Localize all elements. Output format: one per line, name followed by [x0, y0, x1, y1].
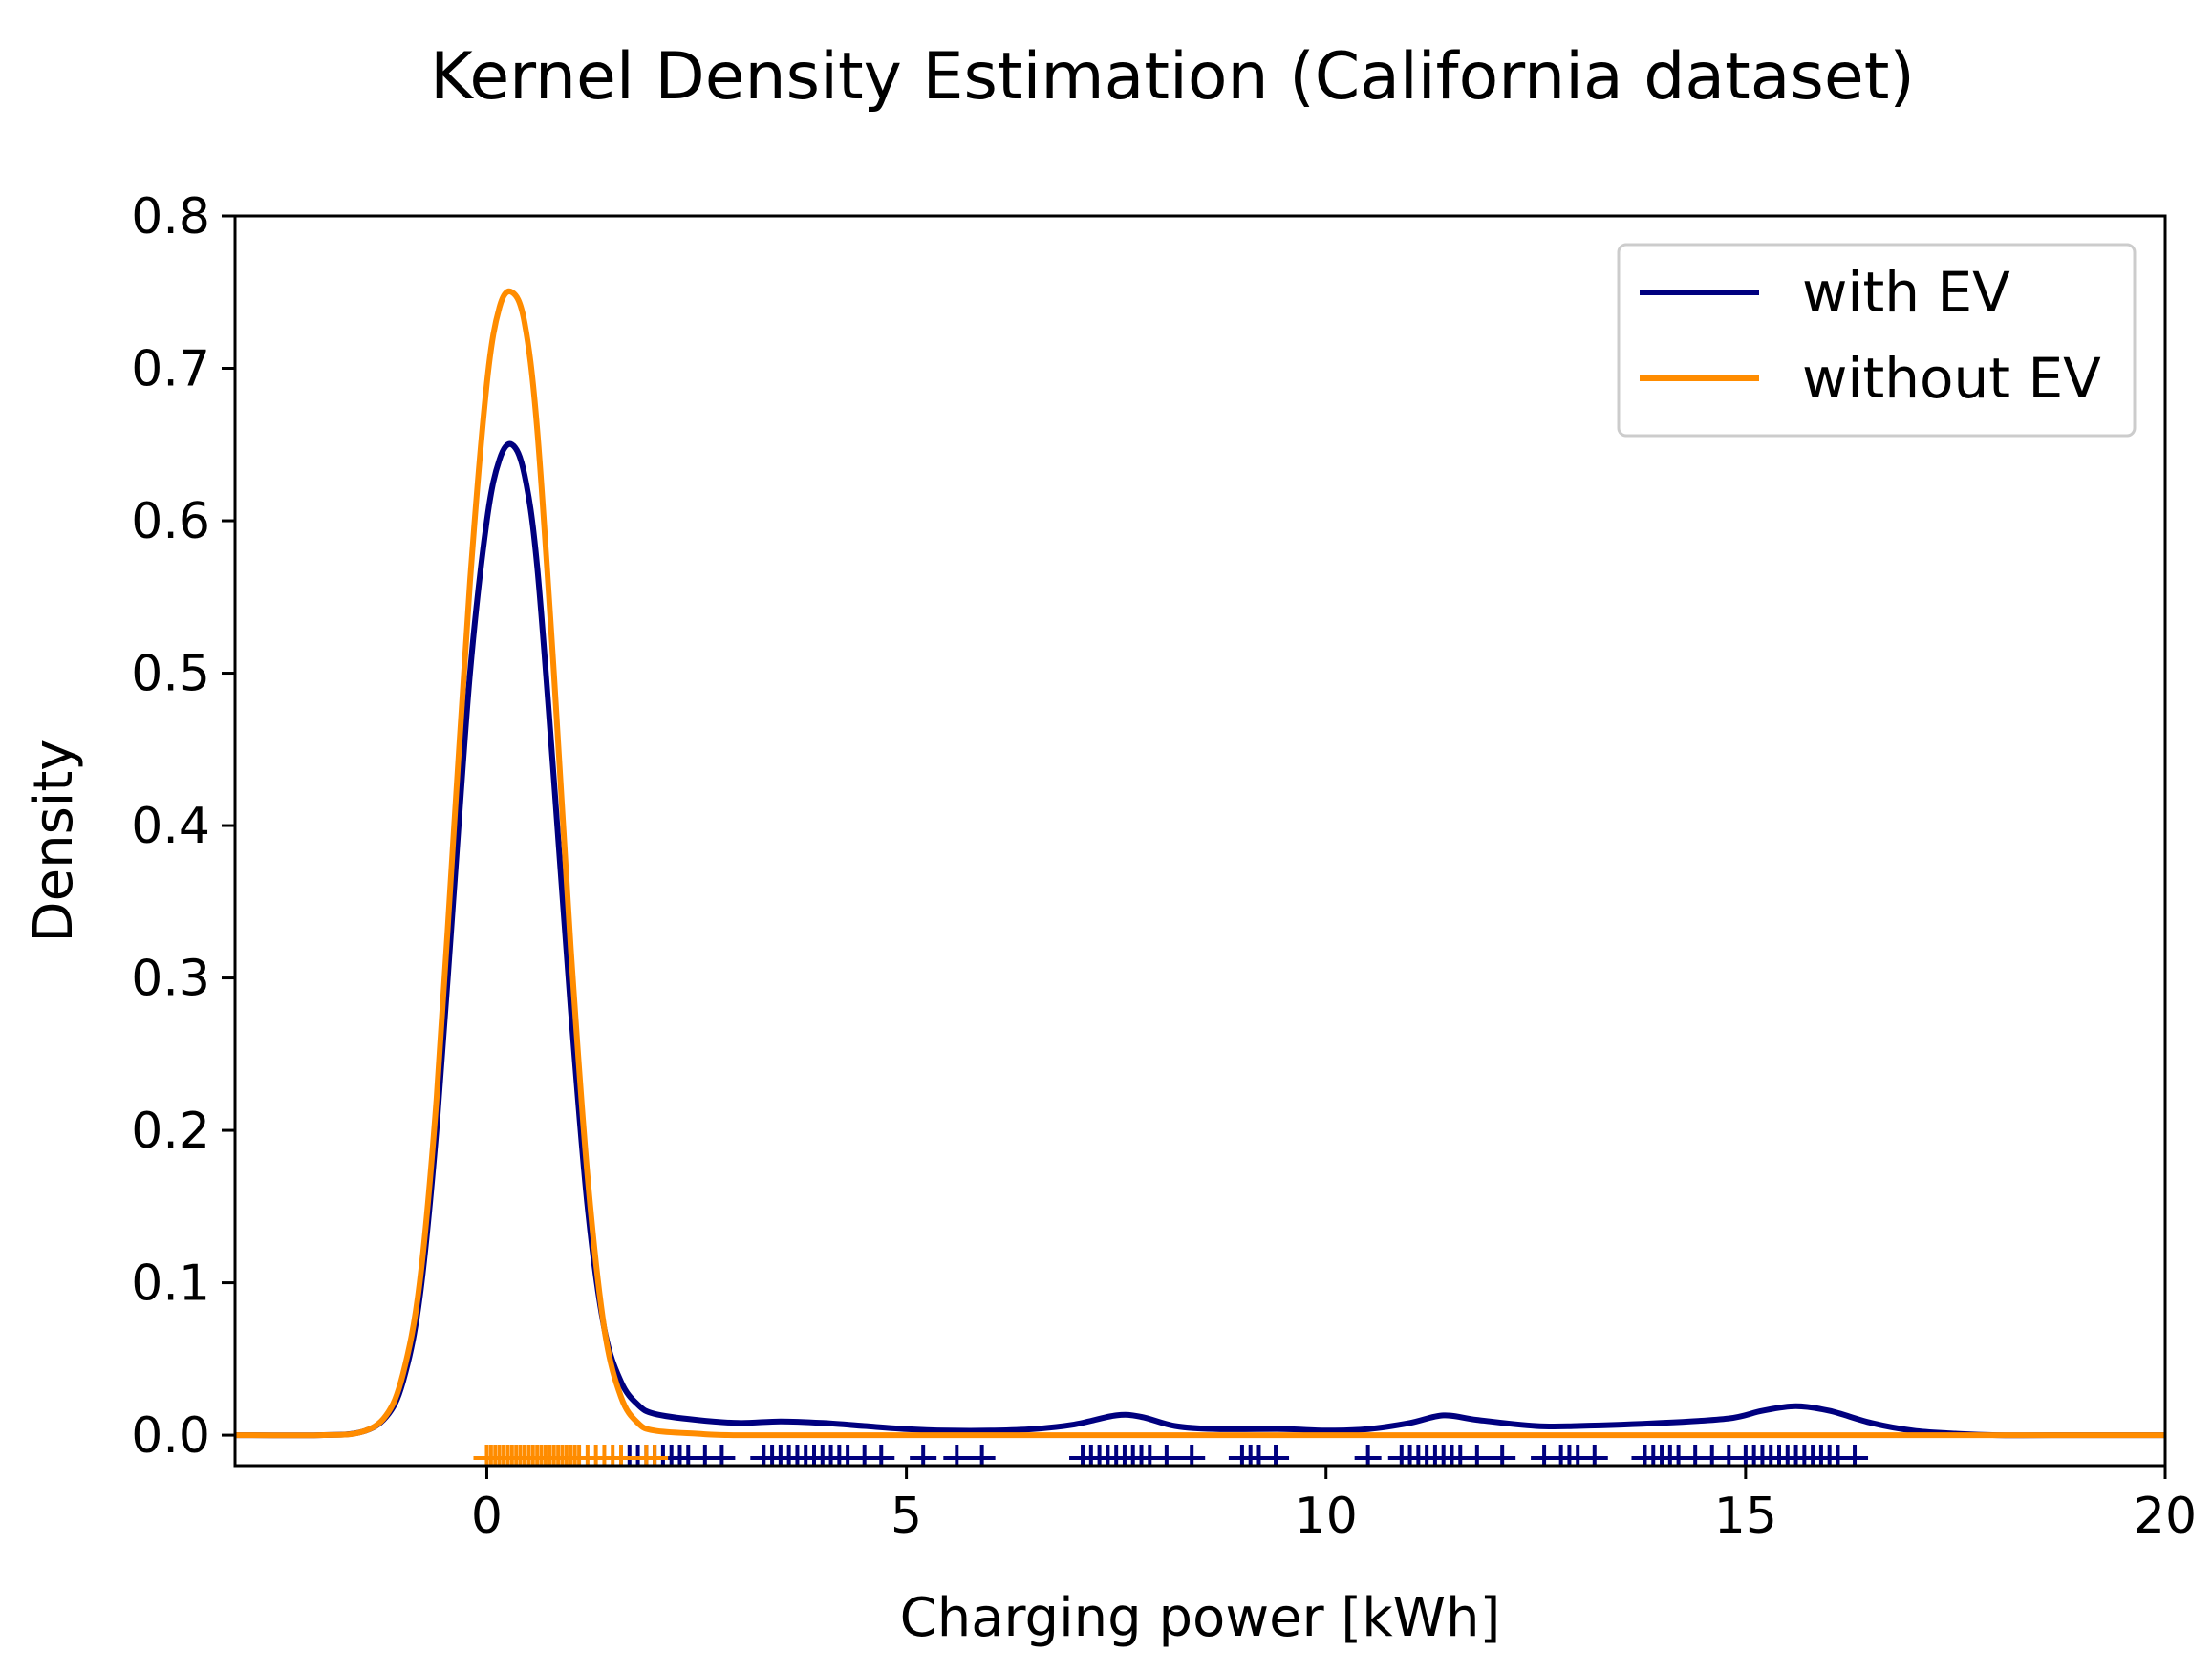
rug-marks	[473, 1445, 1869, 1466]
y-tick-label: 0.5	[131, 646, 210, 703]
y-tick-label: 0.8	[131, 188, 210, 246]
y-tick-label: 0.2	[131, 1103, 210, 1160]
y-axis-label: Density	[23, 740, 85, 943]
y-axis-ticks: 0.0 0.1 0.2 0.3 0.4 0.5 0.6 0.7 0.8	[131, 188, 235, 1465]
x-axis-ticks: 0 5 10 15 20	[471, 1466, 2197, 1545]
rug-mark-without-ev	[608, 1445, 634, 1466]
rug-mark-with-ev	[1463, 1445, 1491, 1466]
legend-label-without-ev: without EV	[1802, 346, 2101, 411]
x-tick-label: 10	[1295, 1488, 1358, 1545]
rug-mark-with-ev	[1489, 1445, 1516, 1466]
y-tick-label: 0.4	[131, 798, 210, 855]
rug-mark-with-ev	[910, 1445, 937, 1466]
rug-mark-with-ev	[1262, 1445, 1290, 1466]
series-line-with-ev	[235, 440, 2165, 1439]
x-tick-label: 0	[471, 1488, 503, 1545]
density-lines	[235, 288, 2165, 1439]
x-tick-label: 15	[1714, 1488, 1777, 1545]
rug-mark-with-ev	[1841, 1445, 1869, 1466]
rug-mark-with-ev	[1178, 1445, 1206, 1466]
y-tick-label: 0.7	[131, 341, 210, 398]
rug-mark-with-ev	[1152, 1445, 1180, 1466]
y-tick-label: 0.1	[131, 1255, 210, 1313]
x-tick-label: 5	[891, 1488, 922, 1545]
y-tick-label: 0.0	[131, 1407, 210, 1465]
rug-mark-with-ev	[1580, 1445, 1608, 1466]
x-axis-label: Charging power [kWh]	[900, 1587, 1501, 1649]
rug-mark-with-ev	[868, 1445, 895, 1466]
rug-mark-with-ev	[968, 1445, 996, 1466]
series-line-without-ev	[235, 288, 2165, 1439]
rug-mark-with-ev	[708, 1445, 736, 1466]
rug-mark-without-ev	[641, 1445, 669, 1466]
rug-mark-with-ev	[943, 1445, 971, 1466]
legend: with EV without EV	[1617, 243, 2137, 438]
plot-frame	[233, 214, 2167, 1468]
x-tick-label: 20	[2134, 1488, 2197, 1545]
y-tick-label: 0.3	[131, 951, 210, 1008]
rug-mark-with-ev	[1354, 1445, 1382, 1466]
chart-title: Kernel Density Estimation (California da…	[430, 39, 1915, 115]
legend-label-with-ev: with EV	[1802, 260, 2010, 325]
y-tick-label: 0.6	[131, 493, 210, 550]
